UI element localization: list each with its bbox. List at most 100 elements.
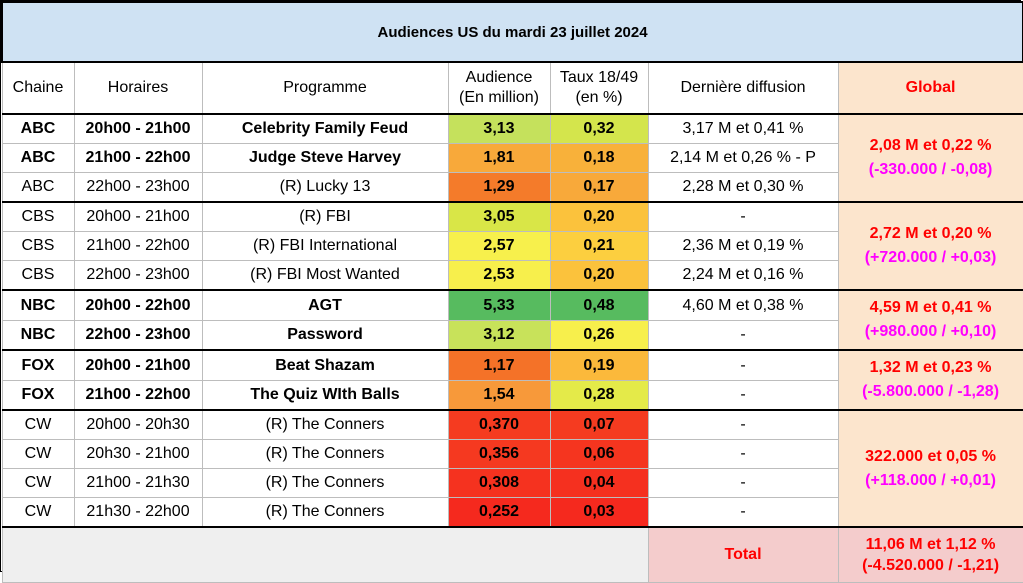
audience-cell: 1,29 xyxy=(447,172,551,203)
programme-cell: Beat Shazam xyxy=(201,349,449,381)
chaine-cell: CW xyxy=(1,497,75,528)
derniere-diffusion-cell: - xyxy=(647,497,839,528)
global-value: 1,32 M et 0,23 % xyxy=(869,359,992,376)
chaine-cell: CW xyxy=(1,439,75,469)
header-programme: Programme xyxy=(201,61,449,115)
horaires-cell: 21h30 - 22h00 xyxy=(73,497,203,528)
total-row: Total 11,06 M et 1,12 % (-4.520.000 / -1,2… xyxy=(1,526,1023,583)
global-change: (+980.000 / +0,10) xyxy=(864,323,997,340)
table-row: CW 20h00 - 20h30 (R) The Conners 0,370 0,07-… xyxy=(1,409,1023,528)
chaine-cell: FOX xyxy=(1,349,75,381)
table-row: CW 20h30 - 21h00 (R) The Conners 0,356 0,06- xyxy=(1,439,1023,469)
audience-cell: 1,17 xyxy=(447,349,551,381)
chaine-cell: FOX xyxy=(1,380,75,411)
header-chaine: Chaine xyxy=(1,61,75,115)
audience-cell: 3,05 xyxy=(447,201,551,232)
header-audience-line1: Audience xyxy=(465,69,533,86)
global-value: 4,59 M et 0,41 % xyxy=(869,299,992,316)
taux-cell: 0,18 xyxy=(549,143,649,173)
derniere-diffusion-cell: - xyxy=(647,439,839,469)
table-row: NBC 20h00 - 22h00 AGT 5,33 0,48 4,60 M et 0,3… xyxy=(1,289,1023,351)
table-row: ABC 21h00 - 22h00 Judge Steve Harvey 1,81 0,… xyxy=(1,143,1023,173)
table-title: Audiences US du mardi 23 juillet 2024 xyxy=(0,1,1023,63)
header-taux-line2: (en %) xyxy=(575,89,623,106)
derniere-diffusion-cell: - xyxy=(647,409,839,440)
horaires-cell: 22h00 - 23h00 xyxy=(73,320,203,351)
horaires-cell: 20h00 - 21h00 xyxy=(73,113,203,144)
chaine-cell: CBS xyxy=(1,231,75,261)
taux-cell: 0,07 xyxy=(549,409,649,440)
table-row: ABC 20h00 - 21h00 Celebrity Family Feud 3,1… xyxy=(1,113,1023,203)
total-blank-cell xyxy=(1,526,649,583)
header-global: Global xyxy=(837,61,1023,115)
audience-cell: 2,57 xyxy=(447,231,551,261)
programme-cell: (R) Lucky 13 xyxy=(201,172,449,203)
header-derniere: Dernière diffusion xyxy=(647,61,839,115)
horaires-cell: 20h00 - 21h00 xyxy=(73,349,203,381)
derniere-diffusion-cell: - xyxy=(647,201,839,232)
total-label: Total xyxy=(647,526,839,583)
taux-cell: 0,03 xyxy=(549,497,649,528)
chaine-cell: ABC xyxy=(1,143,75,173)
taux-cell: 0,04 xyxy=(549,468,649,498)
table-row: CBS 21h00 - 22h00 (R) FBI International 2,5… xyxy=(1,231,1023,261)
header-taux: Taux 18/49 (en %) xyxy=(549,61,649,115)
total-value-cell: 11,06 M et 1,12 % (-4.520.000 / -1,21) xyxy=(837,526,1023,583)
header-taux-line1: Taux 18/49 xyxy=(559,69,639,86)
taux-cell: 0,32 xyxy=(549,113,649,144)
global-cell: 322.000 et 0,05 % (+118.000 / +0,01) xyxy=(837,409,1023,528)
chaine-cell: NBC xyxy=(1,289,75,321)
chaine-cell: CW xyxy=(1,409,75,440)
horaires-cell: 20h00 - 22h00 xyxy=(73,289,203,321)
audience-cell: 5,33 xyxy=(447,289,551,321)
global-cell: 2,72 M et 0,20 % (+720.000 / +0,03) xyxy=(837,201,1023,291)
horaires-cell: 21h00 - 22h00 xyxy=(73,143,203,173)
programme-cell: (R) FBI Most Wanted xyxy=(201,260,449,291)
programme-cell: (R) The Conners xyxy=(201,439,449,469)
chaine-cell: CW xyxy=(1,468,75,498)
programme-cell: Judge Steve Harvey xyxy=(201,143,449,173)
programme-cell: (R) FBI International xyxy=(201,231,449,261)
programme-cell: (R) The Conners xyxy=(201,409,449,440)
audience-cell: 0,252 xyxy=(447,497,551,528)
global-cell: 2,08 M et 0,22 % (-330.000 / -0,08) xyxy=(837,113,1023,203)
table-row: FOX 21h00 - 22h00 The Quiz WIth Balls 1,54 0… xyxy=(1,380,1023,411)
table-row: FOX 20h00 - 21h00 Beat Shazam 1,17 0,19-1,32… xyxy=(1,349,1023,411)
table-row: CW 21h30 - 22h00 (R) The Conners 0,252 0,03- xyxy=(1,497,1023,528)
header-audience: Audience (En million) xyxy=(447,61,551,115)
total-change: (-4.520.000 / -1,21) xyxy=(862,557,1000,574)
taux-cell: 0,21 xyxy=(549,231,649,261)
table-row: NBC 22h00 - 23h00 Password 3,12 0,26- xyxy=(1,320,1023,351)
global-change: (+720.000 / +0,03) xyxy=(864,249,997,266)
taux-cell: 0,26 xyxy=(549,320,649,351)
programme-cell: (R) FBI xyxy=(201,201,449,232)
programme-cell: The Quiz WIth Balls xyxy=(201,380,449,411)
horaires-cell: 20h00 - 20h30 xyxy=(73,409,203,440)
global-value: 322.000 et 0,05 % xyxy=(865,447,996,465)
taux-cell: 0,20 xyxy=(549,260,649,291)
horaires-cell: 22h00 - 23h00 xyxy=(73,260,203,291)
taux-cell: 0,20 xyxy=(549,201,649,232)
global-cell: 4,59 M et 0,41 % (+980.000 / +0,10) xyxy=(837,289,1023,351)
chaine-cell: CBS xyxy=(1,201,75,232)
chaine-cell: NBC xyxy=(1,320,75,351)
audience-cell: 2,53 xyxy=(447,260,551,291)
table-row: CBS 20h00 - 21h00 (R) FBI 3,05 0,20-2,72 M e… xyxy=(1,201,1023,291)
programme-cell: (R) The Conners xyxy=(201,497,449,528)
table-row: CBS 22h00 - 23h00 (R) FBI Most Wanted 2,53 0… xyxy=(1,260,1023,291)
total-value: 11,06 M et 1,12 % xyxy=(865,536,996,553)
global-cell: 1,32 M et 0,23 % (-5.800.000 / -1,28) xyxy=(837,349,1023,411)
taux-cell: 0,28 xyxy=(549,380,649,411)
programme-cell: AGT xyxy=(201,289,449,321)
audience-cell: 1,54 xyxy=(447,380,551,411)
table-row: CW 21h00 - 21h30 (R) The Conners 0,308 0,04- xyxy=(1,468,1023,498)
programme-cell: Celebrity Family Feud xyxy=(201,113,449,144)
header-horaires: Horaires xyxy=(73,61,203,115)
chaine-cell: ABC xyxy=(1,113,75,144)
horaires-cell: 20h00 - 21h00 xyxy=(73,201,203,232)
taux-cell: 0,17 xyxy=(549,172,649,203)
derniere-diffusion-cell: 2,14 M et 0,26 % - P xyxy=(647,143,839,173)
derniere-diffusion-cell: 2,28 M et 0,30 % xyxy=(647,172,839,203)
derniere-diffusion-cell: 2,24 M et 0,16 % xyxy=(647,260,839,291)
